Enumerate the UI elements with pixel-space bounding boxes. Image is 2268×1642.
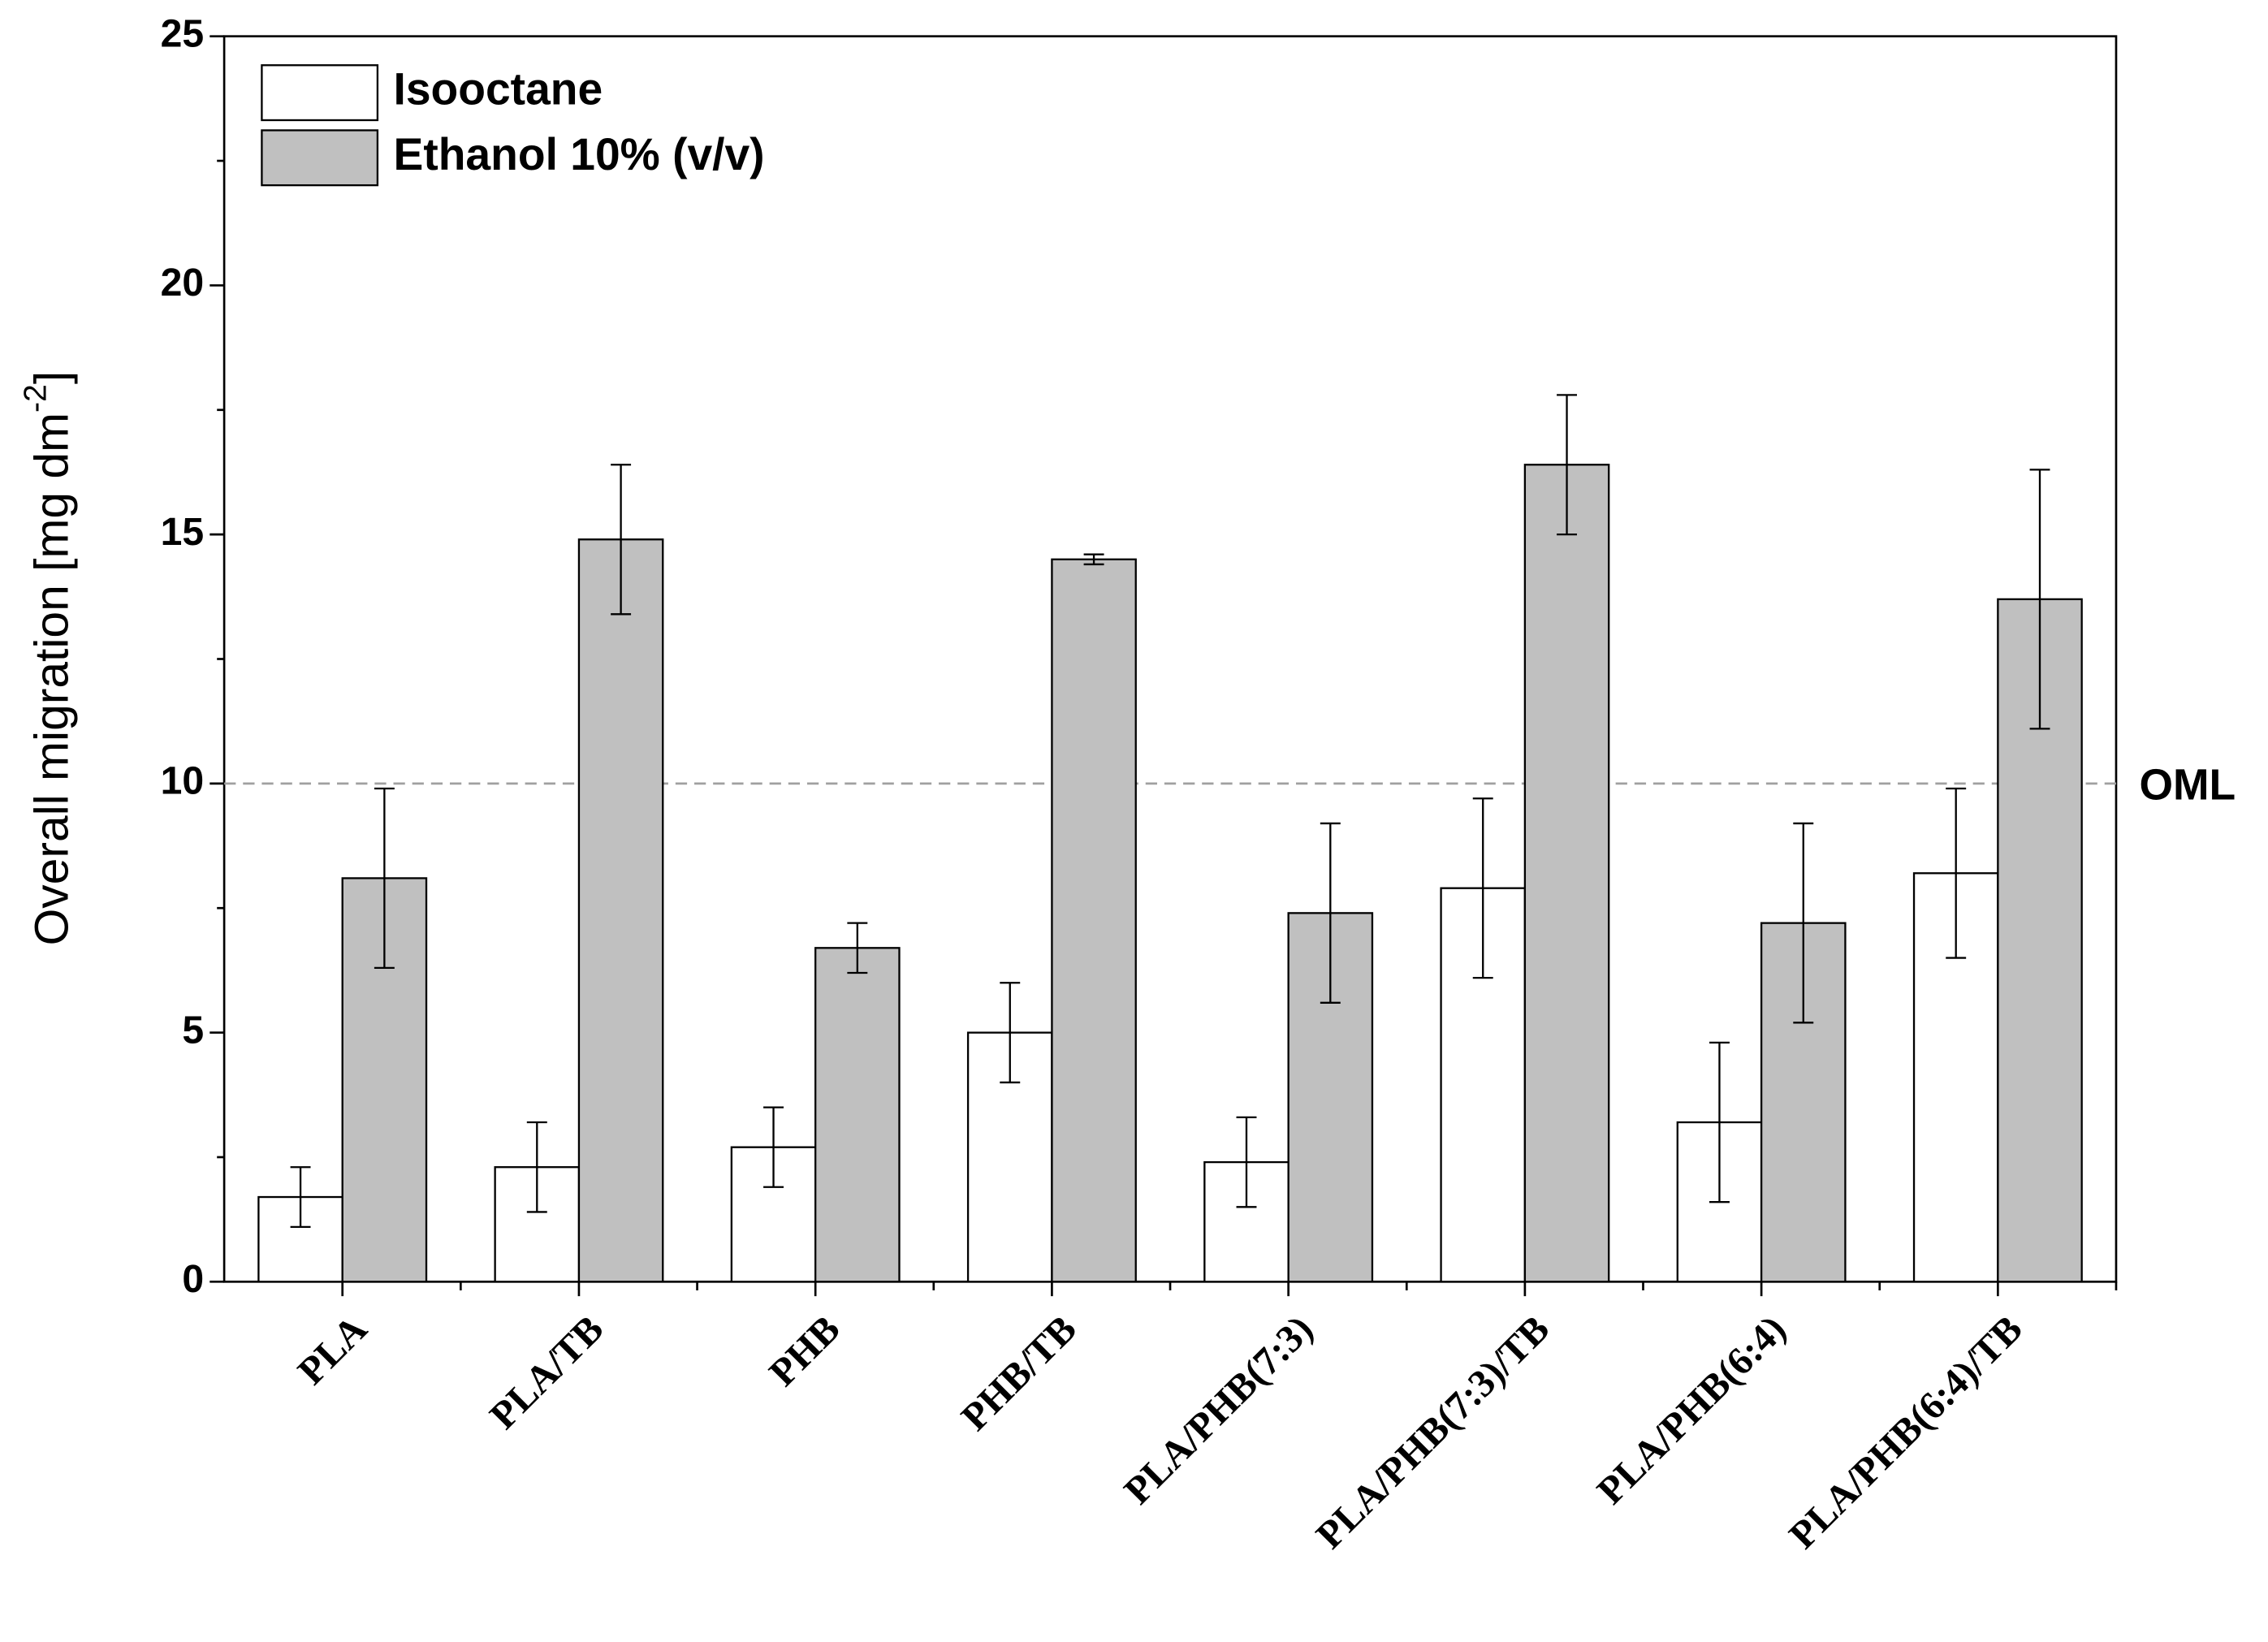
x-tick-label: PHB	[761, 1307, 848, 1394]
error-bar	[611, 464, 632, 616]
error-bar	[2029, 469, 2050, 730]
y-tick-label: 20	[161, 261, 204, 305]
y-label-text: Overall migration [mg dm	[25, 413, 78, 945]
y-label-end: ]	[25, 371, 78, 384]
error-bar	[526, 1121, 547, 1213]
bar	[577, 538, 664, 1283]
error-bar	[847, 922, 868, 974]
bar	[814, 947, 901, 1283]
reference-label: OML	[2139, 761, 2236, 809]
x-tick-label: PLA/PHB(7:3)	[1116, 1307, 1321, 1513]
error-bar	[1236, 1116, 1257, 1208]
x-tick-label: PLA	[290, 1307, 376, 1394]
error-bar	[1472, 797, 1493, 979]
x-tick-label: PHB/TB	[953, 1307, 1085, 1439]
error-bar	[374, 787, 395, 970]
x-tick-label: PLA/PHB(6:4)	[1589, 1307, 1795, 1513]
legend-label: Ethanol 10% (v/v)	[394, 129, 765, 179]
y-tick-label: 0	[182, 1257, 204, 1301]
error-bar	[1557, 394, 1578, 536]
x-tick-label: PLA/PHB(6:4)/TB	[1781, 1307, 2031, 1558]
y-label-sup: -2	[19, 384, 54, 413]
legend-label: Isooctane	[394, 64, 603, 115]
legend-swatch	[261, 64, 379, 122]
bar	[1523, 464, 1610, 1283]
y-axis-label: Overall migration [mg dm-2]	[19, 371, 79, 946]
legend-swatch	[261, 129, 379, 187]
y-tick-label: 15	[161, 510, 204, 554]
y-tick-label: 5	[182, 1008, 204, 1052]
error-bar	[1946, 787, 1967, 959]
error-bar	[763, 1106, 784, 1188]
x-tick-label: PLA/TB	[482, 1307, 611, 1437]
error-bar	[1000, 982, 1021, 1084]
x-tick-label: PLA/PHB(7:3)/TB	[1308, 1307, 1558, 1558]
y-tick-label: 25	[161, 11, 204, 55]
error-bar	[290, 1166, 311, 1229]
error-bar	[1320, 822, 1341, 1004]
error-bar	[1083, 553, 1104, 566]
y-tick-label: 10	[161, 759, 204, 803]
error-bar	[1709, 1041, 1730, 1203]
bar	[1051, 558, 1137, 1283]
error-bar	[1793, 822, 1814, 1024]
